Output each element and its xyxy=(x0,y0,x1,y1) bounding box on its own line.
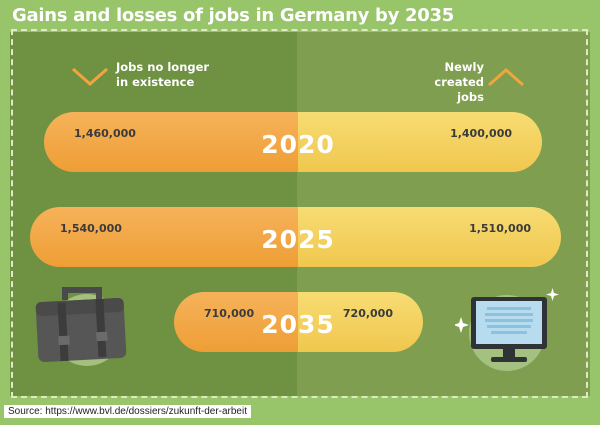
year-label: 2025 xyxy=(261,225,335,254)
lost-jobs-bar xyxy=(44,112,298,172)
created-jobs-value-label: 1,400,000 xyxy=(450,127,512,140)
created-jobs-bar xyxy=(298,292,423,352)
year-label: 2035 xyxy=(261,310,335,339)
lost-jobs-bar xyxy=(174,292,298,352)
chevron-down-icon xyxy=(72,67,108,87)
created-jobs-value-label: 720,000 xyxy=(342,307,393,320)
briefcase-icon xyxy=(35,287,127,366)
computer-monitor-icon xyxy=(455,288,559,371)
year-label: 2020 xyxy=(261,130,335,159)
lost-jobs-value-label: 710,000 xyxy=(204,307,255,320)
chevron-up-icon xyxy=(488,67,524,87)
lost-jobs-header: Jobs no longer in existence xyxy=(116,60,210,89)
source-caption: Source: https://www.bvl.de/dossiers/zuku… xyxy=(4,405,251,418)
lost-jobs-value-label: 1,540,000 xyxy=(60,222,122,235)
lost-jobs-value-label: 1,460,000 xyxy=(74,127,136,140)
created-jobs-value-label: 1,510,000 xyxy=(469,222,531,235)
created-jobs-bar xyxy=(298,112,542,172)
lost-jobs-bar xyxy=(30,207,298,267)
created-jobs-header: Newly created jobs xyxy=(434,60,484,104)
page-title: Gains and losses of jobs in Germany by 2… xyxy=(12,5,454,26)
created-jobs-bar xyxy=(298,207,561,267)
